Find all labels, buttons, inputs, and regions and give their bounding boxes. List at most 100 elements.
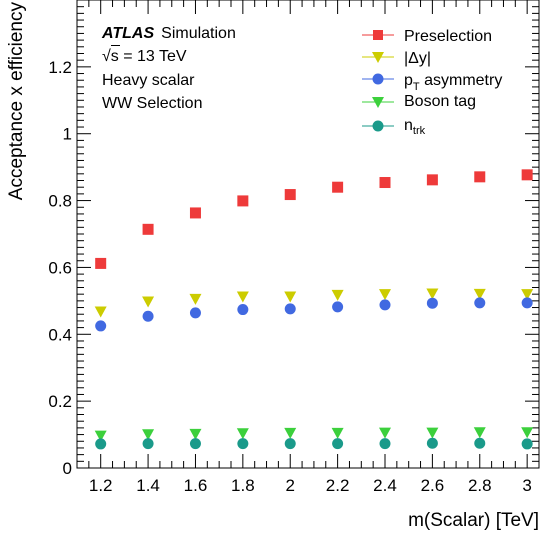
svg-text:√s = 13 TeV: √s = 13 TeV: [102, 48, 187, 65]
dy-point: [189, 293, 202, 305]
dy-point: [331, 289, 344, 301]
x-tick-label: 2: [285, 476, 294, 495]
boson-tag-point: [521, 427, 534, 439]
pt-asymmetry-point: [426, 297, 438, 309]
x-tick-label: 1.2: [89, 476, 113, 495]
svg-text:|Δy|: |Δy|: [404, 50, 431, 67]
plot-annotation: ATLAS Simulation √s = 13 TeV Heavy scalar…: [101, 25, 236, 112]
ntrk-point: [426, 437, 438, 449]
legend: Preselection |Δy| pT asymmetry Boson tag: [362, 28, 502, 137]
ntrk-point: [332, 438, 344, 450]
x-tick-label: 2.4: [373, 476, 397, 495]
legend-marker-boson: [372, 97, 384, 108]
x-tick-label: 2.6: [421, 476, 445, 495]
legend-label-dy: Δy: [408, 50, 427, 67]
ntrk-point: [95, 438, 107, 450]
pt-asymmetry-point: [332, 301, 344, 313]
boson-tag-point: [426, 427, 439, 439]
boson-tag-point: [379, 427, 391, 439]
legend-label-pt-rest: asymmetry: [420, 72, 503, 89]
preselection-point: [379, 177, 391, 189]
dy-point: [142, 296, 155, 308]
x-tick-labels: 1.2 1.4 1.6 1.8 2 2.2 2.4 2.6 2.8 3: [89, 476, 532, 495]
dy-point: [521, 289, 534, 301]
boson-tag-point: [142, 429, 155, 441]
atlas-label: ATLAS: [101, 25, 154, 42]
boson-tag-point: [473, 427, 486, 439]
pt-asymmetry-point: [474, 297, 486, 309]
y-tick-label: 0: [63, 459, 72, 478]
legend-marker-pt: [372, 73, 384, 85]
x-tick-label: 2.8: [468, 476, 492, 495]
dy-point: [473, 288, 486, 300]
preselection-point: [142, 223, 154, 235]
pt-asymmetry-point: [237, 304, 249, 316]
legend-entry-boson-tag: Boson tag: [362, 93, 476, 110]
legend-label-ntrk: n: [404, 117, 413, 134]
y-tick-label: 0.6: [48, 258, 72, 277]
legend-entry-preselection: Preselection: [362, 28, 492, 45]
ntrk-point: [379, 438, 391, 450]
legend-label-ntrk-sub: trk: [413, 125, 426, 137]
pt-asymmetry-point: [142, 310, 154, 322]
boson-tag-point: [284, 427, 297, 439]
x-tick-label: 3: [522, 476, 531, 495]
boson-tag-point: [236, 428, 249, 440]
axis-ticks: [76, 0, 540, 469]
svg-text:pT asymmetry: pT asymmetry: [404, 72, 502, 93]
preselection-point: [189, 207, 201, 219]
pt-asymmetry-point: [189, 307, 201, 319]
pt-asymmetry-point: [95, 320, 107, 332]
ntrk-point: [521, 438, 533, 450]
y-tick-label: 0.8: [48, 192, 72, 211]
x-tick-label: 2.2: [326, 476, 350, 495]
dy-point: [94, 306, 107, 318]
ntrk-point: [237, 438, 249, 450]
legend-label-pt-sub: T: [413, 81, 420, 93]
preselection-point: [474, 171, 486, 183]
legend-marker-preselection: [373, 30, 383, 40]
ntrk-point: [284, 438, 296, 450]
dy-point: [284, 291, 297, 303]
x-axis-title: m(Scalar) [TeV]: [408, 510, 539, 531]
boson-tag-point: [94, 430, 107, 442]
x-tick-label: 1.8: [231, 476, 255, 495]
y-tick-label: 0.4: [48, 325, 72, 344]
simulation-label: Simulation: [161, 25, 236, 42]
dy-point: [236, 291, 249, 303]
legend-label-pt: p: [404, 72, 413, 89]
pt-asymmetry-point: [379, 299, 391, 311]
energy-label: = 13 TeV: [119, 48, 187, 65]
y-tick-label: 1.2: [48, 58, 72, 77]
legend-entry-pt-asymmetry: pT asymmetry: [362, 72, 502, 93]
pt-asymmetry-point: [521, 297, 533, 309]
sqrt-symbol: √: [102, 48, 111, 65]
selection-label: WW Selection: [102, 95, 202, 112]
preselection-point: [521, 169, 533, 181]
legend-label-boson: Boson tag: [404, 93, 476, 110]
pt-asymmetry-point: [284, 303, 296, 315]
x-tick-label: 1.6: [184, 476, 208, 495]
legend-label-dy-pre: |: [404, 50, 408, 67]
y-tick-label: 1: [63, 125, 72, 144]
y-axis-title: Acceptance x efficiency: [6, 2, 27, 201]
preselection-point: [237, 195, 249, 207]
boson-tag-point: [331, 427, 344, 439]
y-tick-label: 0.2: [48, 392, 72, 411]
legend-entry-ntrk: ntrk: [362, 117, 426, 137]
legend-marker-ntrk: [372, 120, 384, 132]
ntrk-point: [142, 438, 154, 450]
y-tick-labels: 0 0.2 0.4 0.6 0.8 1 1.2: [48, 58, 72, 478]
x-tick-label: 1.4: [136, 476, 160, 495]
energy-s: s: [111, 48, 119, 65]
dy-point: [379, 289, 391, 301]
preselection-point: [426, 174, 438, 186]
ntrk-point: [474, 437, 486, 449]
signal-label: Heavy scalar: [102, 72, 195, 89]
legend-label-dy-post: |: [427, 50, 431, 67]
legend-entry-dy: |Δy|: [362, 50, 431, 67]
svg-text:ntrk: ntrk: [404, 117, 426, 137]
boson-tag-point: [189, 428, 202, 440]
legend-label-preselection: Preselection: [404, 28, 492, 45]
